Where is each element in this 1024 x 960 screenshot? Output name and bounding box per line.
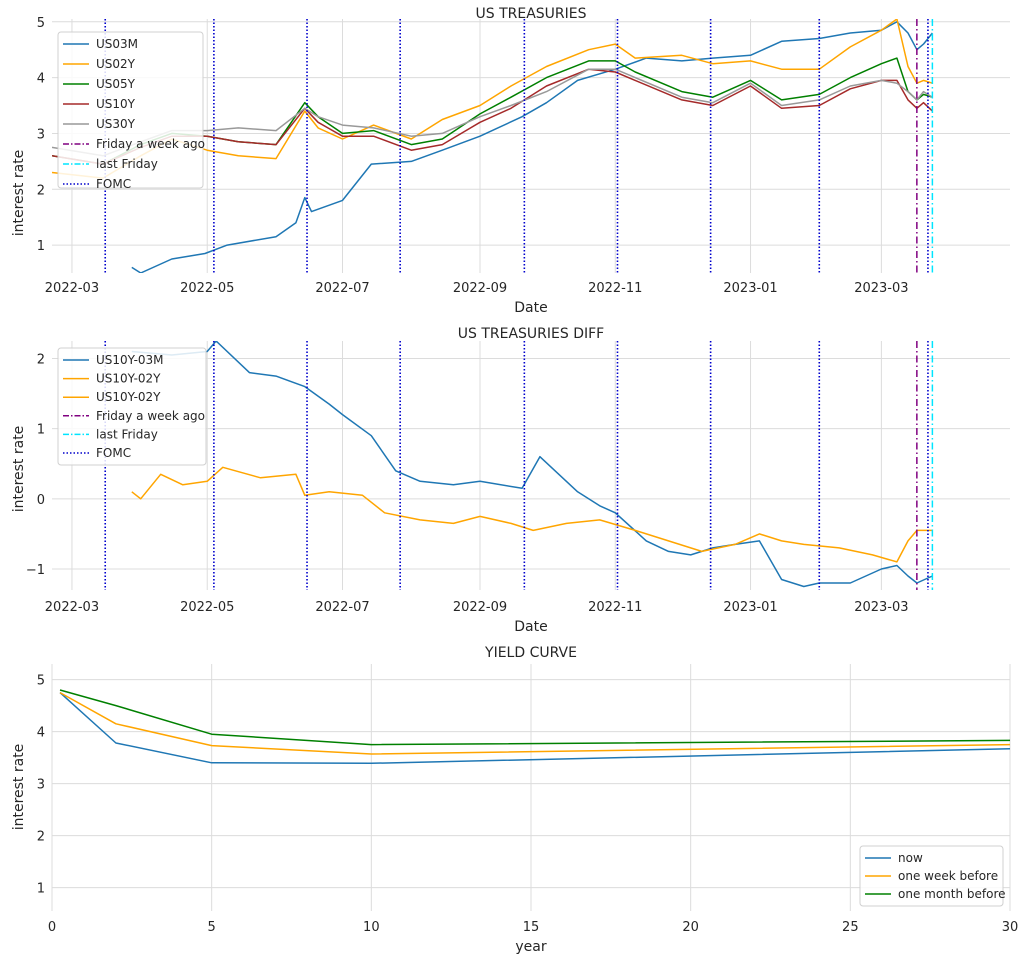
- y-tick-label: 1: [37, 423, 45, 438]
- legend-label: last Friday: [96, 427, 158, 441]
- y-axis-label: interest rate: [11, 744, 27, 831]
- legend-label: one week before: [898, 869, 998, 883]
- x-tick-label: 2022-05: [180, 600, 234, 615]
- series-line-us10y-02y: [131, 466, 933, 563]
- y-tick-label: 4: [37, 726, 45, 741]
- legend-label: now: [898, 851, 923, 865]
- legend-label: Friday a week ago: [96, 137, 205, 151]
- x-tick-label: 5: [208, 920, 216, 935]
- x-axis-label: Date: [514, 619, 547, 635]
- x-tick-label: 2022-11: [588, 281, 642, 296]
- chart-title: US TREASURIES DIFF: [458, 326, 604, 342]
- x-tick-label: 2022-07: [315, 281, 369, 296]
- x-tick-label: 20: [682, 920, 699, 935]
- x-tick-label: 25: [842, 920, 859, 935]
- legend-label: last Friday: [96, 157, 158, 171]
- y-tick-label: 1: [37, 882, 45, 897]
- x-tick-label: 2023-01: [723, 281, 777, 296]
- legend-label: FOMC: [96, 177, 131, 191]
- legend-box: [57, 347, 207, 466]
- legend-label: US10Y-02Y: [96, 390, 161, 404]
- series-line-now: [59, 692, 1010, 765]
- x-tick-label: 2023-03: [854, 281, 908, 296]
- y-tick-label: 3: [37, 778, 45, 793]
- series-line-us30y: [52, 68, 933, 157]
- legend-label: US05Y: [96, 77, 136, 91]
- x-tick-label: 2022-07: [315, 600, 369, 615]
- legend-label: US10Y-02Y: [96, 372, 161, 386]
- x-tick-label: 30: [1002, 920, 1019, 935]
- series-line-one month before: [59, 689, 1010, 746]
- legend-label: US03M: [96, 37, 138, 51]
- series-line-one week before: [59, 691, 1010, 755]
- legend-label: FOMC: [96, 446, 131, 460]
- gridlines: [51, 664, 1011, 911]
- y-tick-label: 2: [37, 183, 45, 198]
- x-tick-label: 2022-05: [180, 281, 234, 296]
- legend-label: US02Y: [96, 57, 136, 71]
- legend: US03M US02Y US05Y US10Y US30Y Friday a week a…: [57, 31, 205, 191]
- y-tick-label: 3: [37, 127, 45, 142]
- series-line-us10y-03m: [131, 341, 933, 588]
- x-axis-label: year: [515, 939, 546, 955]
- chart-title: YIELD CURVE: [484, 645, 577, 661]
- plot-area: [104, 341, 934, 590]
- legend-label: US30Y: [96, 117, 136, 131]
- series-line-us02y: [52, 19, 933, 179]
- y-tick-label: 5: [37, 674, 45, 689]
- legend-label: US10Y-03M: [96, 353, 164, 367]
- x-tick-label: 0: [48, 920, 56, 935]
- x-tick-label: 2023-03: [854, 600, 908, 615]
- legend-label: Friday a week ago: [96, 409, 205, 423]
- y-tick-label: −1: [26, 563, 45, 578]
- legend-label: US10Y: [96, 97, 136, 111]
- chart-panel-1: US TREASURIES 2022-03 2022-05 2022-07 2022-0…: [11, 6, 1010, 316]
- gridlines: [52, 341, 1010, 590]
- x-tick-label: 2022-11: [588, 600, 642, 615]
- x-tick-label: 2022-03: [45, 281, 99, 296]
- x-tick-label: 2023-01: [723, 600, 777, 615]
- x-tick-label: 10: [363, 920, 380, 935]
- y-tick-label: 4: [37, 72, 45, 87]
- x-tick-label: 2022-09: [453, 281, 507, 296]
- legend-box: [57, 31, 204, 189]
- x-tick-label: 2022-09: [453, 600, 507, 615]
- legend-label: one month before: [898, 887, 1006, 901]
- chart-panel-3: YIELD CURVE 0 5 10 15 20 25 30 1 2 3 4 5 year interest…: [11, 645, 1018, 955]
- chart-title: US TREASURIES: [475, 6, 586, 22]
- chart-panel-2: US TREASURIES DIFF 2022-03 2022-05 2022-07 2…: [11, 326, 1010, 635]
- legend: US10Y-03M US10Y-02Y US10Y-02Y Friday a week…: [57, 347, 207, 466]
- series-line-us03m: [131, 21, 933, 273]
- y-tick-label: 5: [37, 16, 45, 31]
- y-tick-label: 0: [37, 493, 45, 508]
- y-axis-label: interest rate: [11, 150, 27, 237]
- legend-box: [859, 845, 1004, 907]
- y-tick-label: 2: [37, 353, 45, 368]
- y-tick-label: 2: [37, 830, 45, 845]
- plot-area: [59, 689, 1010, 765]
- x-axis-label: Date: [514, 300, 547, 316]
- x-tick-label: 2022-03: [45, 600, 99, 615]
- y-axis-label: interest rate: [11, 426, 27, 513]
- y-tick-label: 1: [37, 239, 45, 254]
- legend: now one week before one month before: [859, 845, 1006, 907]
- x-tick-label: 15: [523, 920, 540, 935]
